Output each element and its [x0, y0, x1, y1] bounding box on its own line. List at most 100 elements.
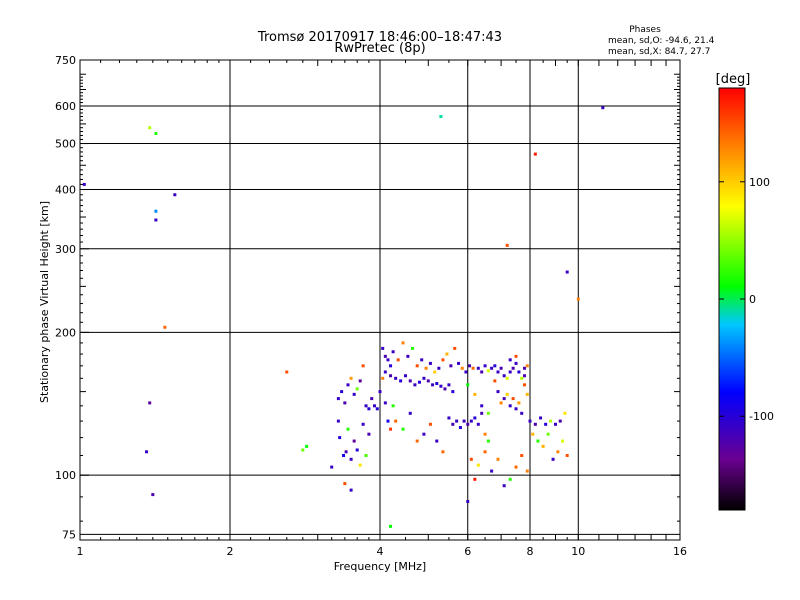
data-point	[355, 448, 359, 452]
colorbar-tick-label: 100	[749, 176, 770, 189]
data-point	[439, 384, 443, 388]
data-point	[435, 382, 439, 386]
data-point	[426, 379, 430, 383]
data-point	[401, 341, 405, 345]
data-point	[383, 354, 387, 358]
data-point	[539, 416, 543, 420]
data-point	[558, 419, 562, 423]
data-point	[447, 383, 451, 387]
data-point	[514, 354, 518, 358]
data-point	[349, 457, 353, 461]
x-tick-label: 6	[464, 545, 471, 558]
data-point	[391, 350, 395, 354]
data-point	[383, 401, 387, 405]
data-point	[523, 383, 527, 387]
data-point	[417, 380, 421, 384]
data-point	[476, 463, 480, 467]
data-point	[330, 465, 334, 469]
data-point	[370, 397, 374, 401]
data-point	[364, 454, 368, 458]
data-point	[523, 374, 527, 378]
data-point	[493, 379, 497, 383]
data-point	[449, 364, 453, 368]
data-point	[447, 416, 451, 420]
data-point	[473, 392, 477, 396]
data-point	[508, 358, 512, 362]
data-point	[413, 383, 417, 387]
data-point	[408, 411, 412, 415]
data-point	[517, 370, 521, 374]
data-point	[563, 411, 567, 415]
data-point	[493, 364, 497, 368]
data-point	[394, 419, 398, 423]
data-point	[420, 358, 424, 362]
data-point	[301, 448, 305, 452]
y-axis-label: Stationary phase Virtual Height [km]	[38, 201, 51, 403]
data-point	[561, 439, 565, 443]
data-point	[285, 370, 289, 374]
data-point	[496, 370, 500, 374]
data-point	[340, 390, 344, 394]
y-tick-label: 100	[55, 469, 76, 482]
data-point	[406, 354, 410, 358]
x-tick-label: 2	[227, 545, 234, 558]
y-tick-label: 500	[55, 138, 76, 151]
x-axis-label: Frequency [MHz]	[334, 560, 426, 573]
data-point	[466, 499, 470, 503]
data-point	[525, 469, 529, 473]
data-point	[154, 218, 158, 222]
data-point	[358, 463, 362, 467]
data-point	[352, 439, 356, 443]
data-point	[346, 383, 350, 387]
data-point	[514, 407, 518, 411]
data-point	[148, 401, 152, 405]
data-point	[601, 106, 605, 110]
data-point	[576, 297, 580, 301]
data-point	[520, 454, 524, 458]
data-point	[415, 439, 419, 443]
data-point	[473, 416, 477, 420]
data-point	[546, 432, 550, 436]
data-point	[145, 450, 149, 454]
data-point	[455, 419, 459, 423]
data-point	[336, 397, 340, 401]
data-point	[355, 387, 359, 391]
data-point	[361, 364, 365, 368]
data-point	[520, 411, 524, 415]
data-point	[544, 422, 548, 426]
x-tick-label: 1	[77, 545, 84, 558]
data-point	[391, 404, 395, 408]
y-tick-label: 75	[62, 528, 76, 541]
data-point	[536, 439, 540, 443]
data-point	[422, 376, 426, 380]
data-point	[437, 366, 441, 370]
data-point	[373, 404, 377, 408]
data-point	[346, 427, 350, 431]
colorbar-label: [deg]	[716, 72, 751, 87]
data-point	[338, 436, 342, 440]
data-point	[553, 422, 557, 426]
data-point	[389, 524, 393, 528]
data-point	[441, 450, 445, 454]
data-point	[381, 346, 385, 350]
data-point	[469, 419, 473, 423]
data-point	[517, 401, 521, 405]
data-point	[490, 469, 494, 473]
data-point	[367, 407, 371, 411]
x-tick-label: 8	[527, 545, 534, 558]
data-point	[352, 392, 356, 396]
data-point	[556, 450, 560, 454]
stats-line-x: mean, sd,X: 84.7, 27.7	[608, 47, 710, 57]
data-point	[445, 352, 449, 356]
x-tick-label: 4	[377, 545, 384, 558]
data-point	[499, 401, 503, 405]
y-tick-label: 750	[55, 54, 76, 67]
data-point	[396, 358, 400, 362]
stats-line-o: mean, sd,O: -94.6, 21.4	[608, 36, 715, 46]
data-point	[343, 482, 347, 486]
data-point	[486, 411, 490, 415]
data-point	[468, 364, 472, 368]
data-point	[551, 457, 555, 461]
chart-subtitle: RwPretec (8p)	[334, 41, 425, 56]
data-point	[505, 243, 509, 247]
